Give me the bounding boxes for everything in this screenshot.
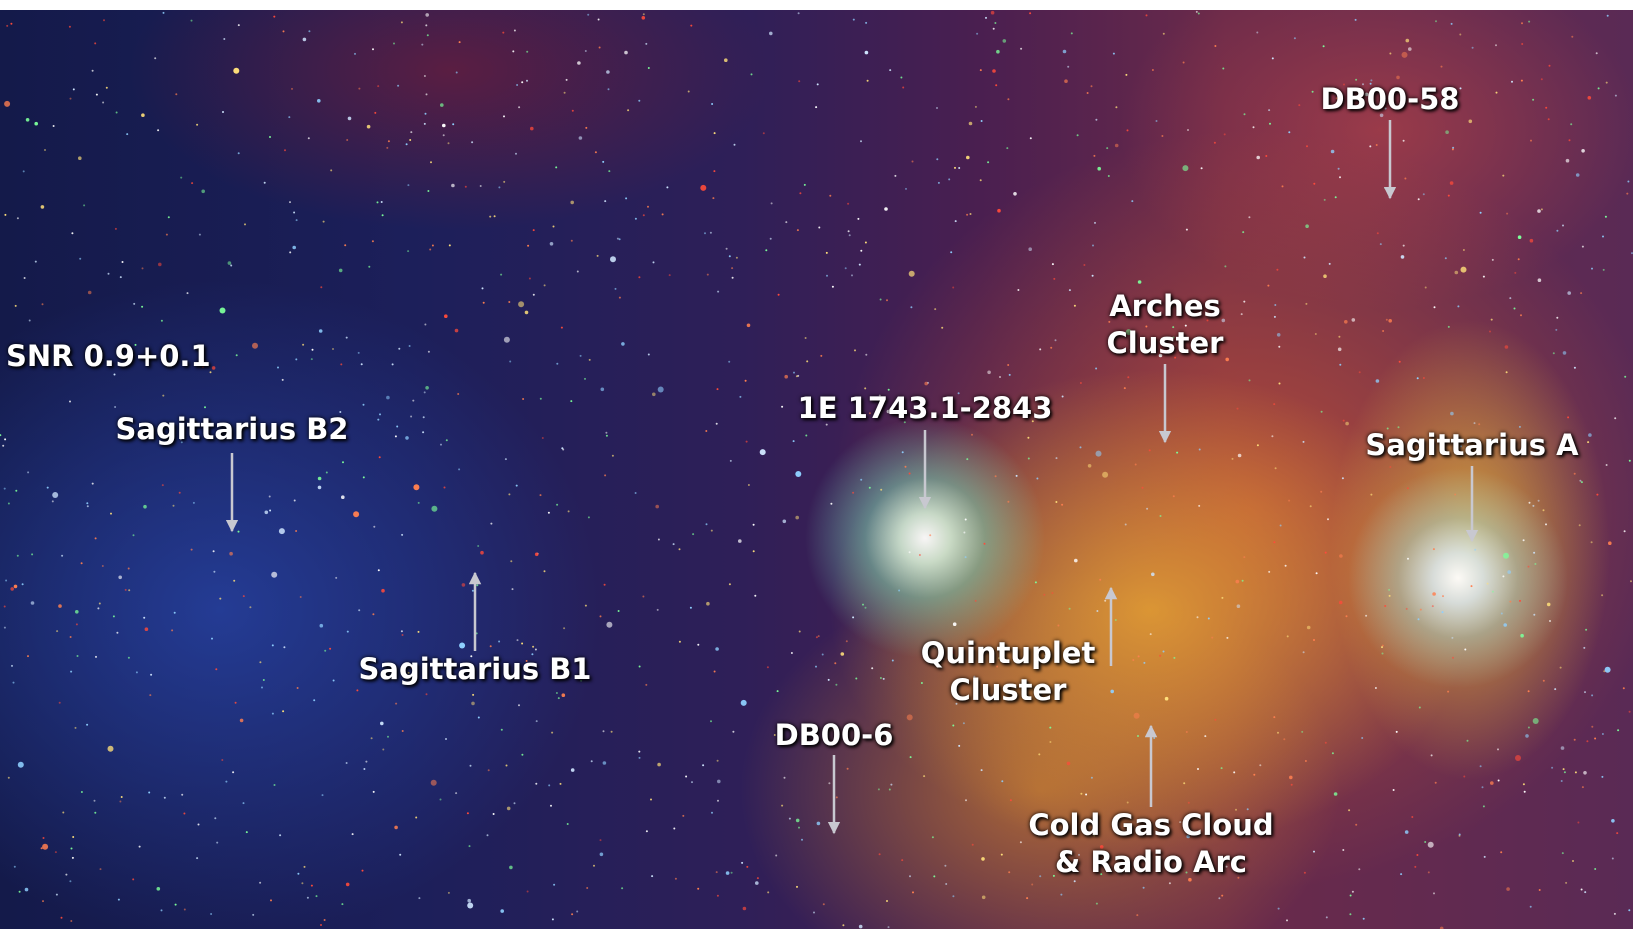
label: DB00-58 (1321, 81, 1460, 118)
label: Cold Gas Cloud& Radio Arc (1028, 807, 1273, 881)
label: Sagittarius B2 (116, 411, 349, 448)
label-line: SNR 0.9+0.1 (6, 338, 211, 375)
pointer-arrows (0, 10, 1633, 929)
label: 1E 1743.1-2843 (798, 390, 1053, 427)
label-line: 1E 1743.1-2843 (798, 390, 1053, 427)
galactic-center-image: DB00-58 SNR 0.9+0.1 Sagittarius B2 Sagit… (0, 10, 1633, 929)
label: QuintupletCluster (921, 635, 1096, 709)
label-line: Sagittarius A (1365, 427, 1578, 464)
label-line: DB00-58 (1321, 81, 1460, 118)
label-line: Sagittarius B2 (116, 411, 349, 448)
label-line: Arches (1107, 288, 1224, 325)
label: SNR 0.9+0.1 (6, 338, 211, 375)
label-line: Cluster (1107, 325, 1224, 362)
label: DB00-6 (775, 717, 894, 754)
label-line: Cluster (921, 672, 1096, 709)
label: Sagittarius B1 (359, 651, 592, 688)
label: Sagittarius A (1365, 427, 1578, 464)
label-line: & Radio Arc (1028, 844, 1273, 881)
label-line: Quintuplet (921, 635, 1096, 672)
label-line: DB00-6 (775, 717, 894, 754)
label-line: Cold Gas Cloud (1028, 807, 1273, 844)
label-line: Sagittarius B1 (359, 651, 592, 688)
label: ArchesCluster (1107, 288, 1224, 362)
